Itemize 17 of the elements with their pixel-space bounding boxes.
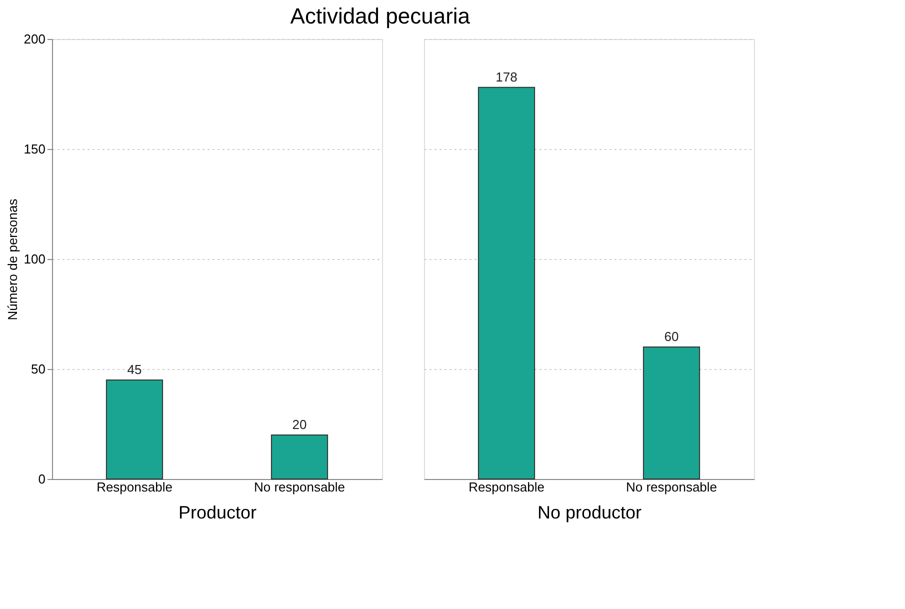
x-tick-label: Responsable xyxy=(96,480,172,494)
x-tick-label: Responsable xyxy=(468,480,544,494)
y-tick-label: 150 xyxy=(24,142,46,156)
chart-title: Actividad pecuaria xyxy=(290,4,471,28)
data-label: 60 xyxy=(664,329,679,344)
y-axis-title: Número de personas xyxy=(4,198,20,320)
x-axis-title: No productor xyxy=(537,502,642,522)
y-tick-label: 200 xyxy=(24,32,46,46)
data-label: 45 xyxy=(127,362,142,377)
y-tick-label: 100 xyxy=(24,252,46,266)
y-tick-label: 50 xyxy=(31,362,46,376)
x-tick-label: No responsable xyxy=(626,480,718,494)
data-label: 178 xyxy=(496,69,518,84)
x-axis-title: Productor xyxy=(178,502,257,522)
x-tick-label: No responsable xyxy=(254,480,346,494)
data-label: 20 xyxy=(292,417,307,432)
y-tick-label: 0 xyxy=(38,472,46,486)
